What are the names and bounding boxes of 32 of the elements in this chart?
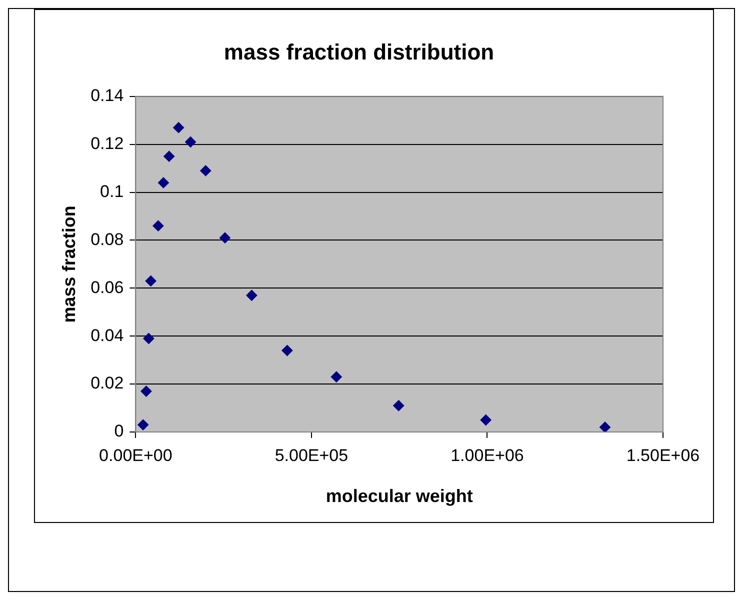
y-tick-label: 0.02 bbox=[90, 374, 124, 393]
point bbox=[219, 232, 230, 244]
point bbox=[185, 136, 196, 148]
y-tick-label: 0.12 bbox=[90, 134, 124, 154]
point bbox=[599, 422, 610, 432]
point bbox=[282, 344, 293, 356]
y-tick-label: 0.14 bbox=[90, 86, 124, 106]
y-tick-label: 0.1 bbox=[100, 182, 124, 201]
x-tick-label: 1.50E+06 bbox=[626, 446, 700, 465]
y-tick-label: 0.08 bbox=[90, 230, 124, 249]
point bbox=[246, 290, 258, 301]
y-axis-title: mass fraction bbox=[58, 206, 79, 323]
y-tick-label: 0.06 bbox=[90, 278, 124, 297]
y-tick-label: 0.04 bbox=[90, 326, 124, 345]
point bbox=[143, 333, 154, 344]
point bbox=[138, 419, 149, 430]
y-tick-label: 0 bbox=[114, 422, 124, 441]
point bbox=[480, 414, 492, 426]
point bbox=[152, 220, 164, 232]
point bbox=[140, 386, 152, 397]
x-tick-label: 5.00E+05 bbox=[274, 446, 348, 465]
point bbox=[200, 165, 212, 176]
x-tick-label: 1.00E+06 bbox=[450, 446, 524, 465]
x-tick-label: 0.00E+00 bbox=[99, 446, 172, 465]
chart-title: mass fraction distribution bbox=[224, 39, 494, 64]
point bbox=[173, 122, 184, 134]
point bbox=[158, 177, 169, 188]
point bbox=[164, 150, 175, 162]
point bbox=[393, 400, 404, 412]
point bbox=[330, 371, 342, 382]
point bbox=[145, 275, 156, 286]
x-axis-title: molecular weight bbox=[326, 486, 473, 506]
